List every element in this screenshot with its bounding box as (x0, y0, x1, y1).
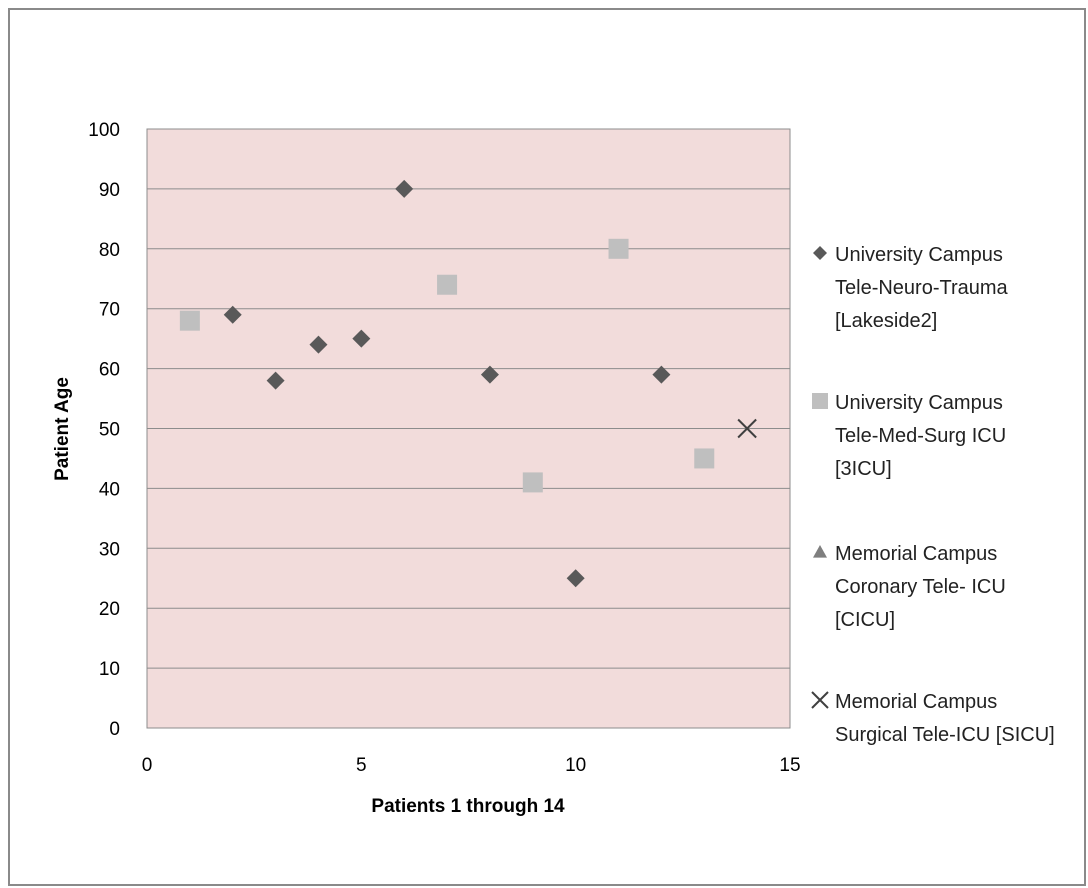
data-point-series-1 (309, 335, 328, 354)
data-point-series-1 (223, 305, 242, 324)
x-axis-ticks: 0 5 10 15 (142, 755, 801, 776)
y-tick-label: 40 (99, 479, 120, 500)
y-tick-label: 20 (99, 599, 120, 620)
data-point-series-1 (395, 179, 414, 198)
legend-marker-series-3 (813, 545, 827, 558)
legend-label-series-3: Coronary Tele- ICU (835, 576, 1006, 598)
y-axis-ticks: 0 10 20 30 40 50 60 70 80 90 100 (88, 120, 120, 740)
legend-label-series-1: [Lakeside2] (835, 310, 937, 332)
y-tick-label: 70 (99, 300, 120, 321)
y-tick-label: 100 (88, 120, 120, 141)
y-axis-title: Patient Age (52, 377, 73, 481)
data-point-series-2 (522, 472, 543, 493)
x-tick-label: 15 (779, 755, 800, 776)
data-point-series-1 (480, 365, 499, 384)
data-point-series-1 (266, 371, 285, 390)
legend-label-series-3: Memorial Campus (835, 543, 997, 565)
legend-marker-series-4 (811, 691, 829, 709)
legend-marker-series-1 (813, 246, 827, 260)
y-tick-label: 90 (99, 180, 120, 201)
data-point-series-1 (352, 329, 371, 348)
data-point-series-2 (694, 448, 715, 469)
y-tick-label: 60 (99, 360, 120, 381)
legend-label-series-3: [CICU] (835, 609, 895, 631)
x-tick-label: 0 (142, 755, 153, 776)
x-tick-label: 10 (565, 755, 586, 776)
scatter-chart: 0 10 20 30 40 50 60 70 80 90 100 0 5 10 15 Patients 1… (52, 120, 1055, 817)
legend-label-series-4: Memorial Campus (835, 691, 997, 713)
legend-marker-series-2 (812, 393, 828, 409)
legend-label-series-1: University Campus (835, 244, 1003, 266)
y-tick-label: 10 (99, 659, 120, 680)
y-tick-label: 0 (109, 719, 120, 740)
legend-label-series-2: University Campus (835, 392, 1003, 414)
data-point-series-2 (437, 274, 458, 295)
legend-label-series-4: Surgical Tele-ICU [SICU] (835, 724, 1055, 746)
y-tick-label: 80 (99, 240, 120, 261)
x-tick-label: 5 (356, 755, 367, 776)
data-point-series-4 (737, 418, 757, 439)
x-axis-title: Patients 1 through 14 (371, 796, 565, 817)
legend-label-series-2: Tele-Med-Surg ICU (835, 425, 1006, 447)
legend-label-series-1: Tele-Neuro-Trauma (835, 277, 1009, 299)
data-point-series-2 (179, 310, 200, 331)
y-tick-label: 30 (99, 539, 120, 560)
data-point-series-1 (566, 569, 585, 588)
data-point-series-1 (652, 365, 671, 384)
chart-frame: 0 10 20 30 40 50 60 70 80 90 100 0 5 10 15 Patients 1… (8, 8, 1086, 886)
gridlines (147, 128, 790, 669)
y-tick-label: 50 (99, 420, 120, 441)
legend-label-series-2: [3ICU] (835, 458, 892, 480)
legend: University Campus Tele-Neuro-Trauma [Lakes… (811, 244, 1055, 746)
data-points (179, 179, 757, 588)
data-point-series-2 (608, 238, 629, 259)
